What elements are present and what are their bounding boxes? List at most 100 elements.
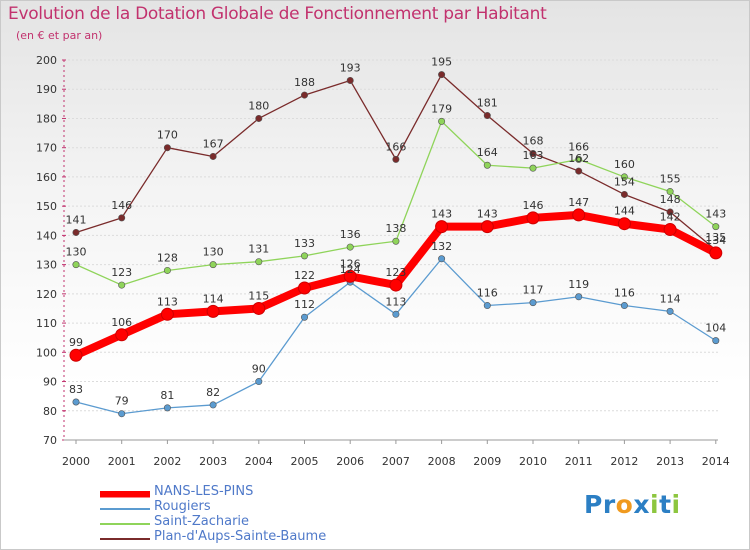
data-label-rougiers-2000: 83 [69,383,83,396]
x-tick-label-2010: 2010 [519,455,547,468]
logo-letter: P [584,490,603,519]
data-label-plan-d-aups-sainte-baume-2010: 168 [523,135,544,148]
y-tick-label-120: 120 [36,288,57,301]
data-label-rougiers-2002: 81 [160,389,174,402]
legend-item-saint-zacharie[interactable]: Saint-Zacharie [100,514,420,530]
logo-letter: i [671,490,681,519]
data-label-nans-les-pins-2002: 113 [157,295,178,308]
data-label-plan-d-aups-sainte-baume-2006: 193 [340,61,361,74]
point-saint-zacharie-2001 [118,281,126,289]
data-label-saint-zacharie-2011: 166 [568,140,589,153]
y-tick-label-150: 150 [36,200,57,213]
data-label-plan-d-aups-sainte-baume-2008: 195 [431,56,452,69]
data-label-plan-d-aups-sainte-baume-2012: 154 [614,175,635,188]
point-nans-les-pins-2009 [480,220,494,234]
logo-letter: i [650,490,660,519]
point-saint-zacharie-2005 [300,252,308,260]
data-label-saint-zacharie-2012: 160 [614,158,635,171]
data-label-nans-les-pins-2011: 147 [568,196,589,209]
point-plan-d-aups-sainte-baume-2010 [529,150,537,158]
x-tick-label-2004: 2004 [245,455,273,468]
data-label-nans-les-pins-2005: 122 [294,269,315,282]
point-rougiers-2012 [620,302,628,310]
x-tick-label-2007: 2007 [382,455,410,468]
point-plan-d-aups-sainte-baume-2002 [163,144,171,152]
point-plan-d-aups-sainte-baume-2013 [666,208,674,216]
point-nans-les-pins-2005 [298,281,311,295]
data-label-saint-zacharie-2000: 130 [66,246,87,259]
data-label-nans-les-pins-2007: 123 [385,266,406,279]
x-tick-label-2006: 2006 [336,455,364,468]
data-label-nans-les-pins-2006: 126 [340,257,361,270]
data-label-saint-zacharie-2005: 133 [294,237,315,250]
chart-subtitle: (en € et par an) [16,29,103,42]
point-nans-les-pins-2004 [252,301,266,315]
data-label-plan-d-aups-sainte-baume-2001: 146 [111,199,132,212]
x-tick-label-2013: 2013 [656,455,684,468]
point-saint-zacharie-2013 [666,188,674,196]
legend-swatch-saint-zacharie [100,523,150,525]
x-tick-label-2002: 2002 [153,455,181,468]
data-label-plan-d-aups-sainte-baume-2003: 167 [203,137,224,150]
x-tick-label-2014: 2014 [702,455,730,468]
point-saint-zacharie-2012 [620,173,628,181]
y-tick-label-180: 180 [36,112,57,125]
data-label-nans-les-pins-2014: 134 [705,234,726,247]
legend-item-rougiers[interactable]: Rougiers [100,499,420,515]
data-label-plan-d-aups-sainte-baume-2009: 181 [477,97,498,110]
point-saint-zacharie-2002 [163,266,171,274]
legend-label-rougiers: Rougiers [154,499,211,514]
data-label-rougiers-2013: 114 [660,292,681,305]
point-nans-les-pins-2002 [160,307,174,321]
point-plan-d-aups-sainte-baume-2000 [72,228,80,236]
point-saint-zacharie-2003 [209,261,217,269]
point-nans-les-pins-2007 [389,278,403,292]
point-nans-les-pins-2008 [435,220,449,234]
point-rougiers-2001 [118,410,126,418]
y-tick-label-80: 80 [43,405,57,418]
point-rougiers-2008 [438,255,446,263]
data-label-rougiers-2005: 112 [294,298,315,311]
grid-layer [64,59,718,412]
legend-label-saint-zacharie: Saint-Zacharie [154,514,250,529]
data-label-rougiers-2003: 82 [206,386,220,399]
x-tick-label-2011: 2011 [565,455,593,468]
point-rougiers-2004 [255,378,263,386]
data-label-saint-zacharie-2010: 163 [523,149,544,162]
x-tick-label-2005: 2005 [291,455,319,468]
point-rougiers-2000 [72,398,80,406]
point-rougiers-2002 [163,404,171,412]
point-nans-les-pins-2006 [343,269,357,283]
data-label-nans-les-pins-2010: 146 [523,199,544,212]
point-rougiers-2010 [529,299,537,307]
data-label-plan-d-aups-sainte-baume-2007: 166 [385,140,406,153]
data-label-rougiers-2009: 116 [477,287,498,300]
y-tick-label-90: 90 [43,376,57,389]
x-tick-label-2012: 2012 [610,455,638,468]
data-label-nans-les-pins-2003: 114 [203,292,224,305]
data-label-rougiers-2004: 90 [252,363,266,376]
x-tick-label-2008: 2008 [428,455,456,468]
legend-swatch-rougiers [100,508,150,510]
y-tick-label-170: 170 [36,142,57,155]
point-nans-les-pins-2011 [572,208,586,222]
data-label-saint-zacharie-2002: 128 [157,251,178,264]
point-plan-d-aups-sainte-baume-2011 [575,167,583,175]
point-saint-zacharie-2009 [483,161,491,169]
legend: NANS-LES-PINS Rougiers Saint-Zacharie Pl… [100,484,420,545]
data-label-plan-d-aups-sainte-baume-2011: 162 [568,152,589,165]
data-label-plan-d-aups-sainte-baume-2004: 180 [248,99,269,112]
data-label-nans-les-pins-2001: 106 [111,316,132,329]
point-saint-zacharie-2007 [392,237,400,245]
point-rougiers-2007 [392,310,400,318]
x-tick-label-2000: 2000 [62,455,90,468]
data-label-saint-zacharie-2013: 155 [660,173,681,186]
point-rougiers-2014 [712,337,720,345]
point-nans-les-pins-2000 [69,348,83,362]
data-label-plan-d-aups-sainte-baume-2013: 148 [660,193,681,206]
legend-label-plan-d-aups: Plan-d'Aups-Sainte-Baume [154,529,327,544]
legend-item-plan-d-aups[interactable]: Plan-d'Aups-Sainte-Baume [100,529,420,545]
point-plan-d-aups-sainte-baume-2007 [392,155,400,163]
y-tick-label-130: 130 [36,259,57,272]
legend-item-nans-les-pins[interactable]: NANS-LES-PINS [100,484,420,500]
